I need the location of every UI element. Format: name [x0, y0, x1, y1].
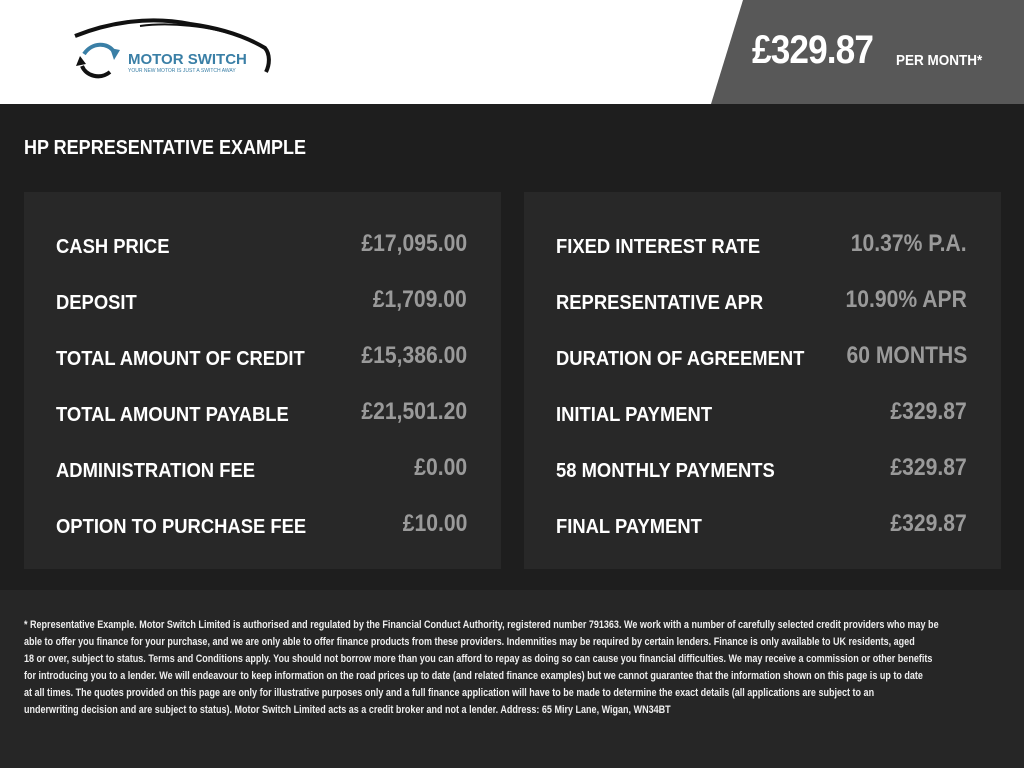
disclaimer: * Representative Example. Motor Switch L…: [24, 617, 1024, 719]
row-value: £329.87: [890, 398, 967, 425]
row-value: £17,095.00: [361, 230, 467, 257]
footer: [0, 590, 1024, 768]
row-label: DURATION OF AGREEMENT: [556, 348, 805, 370]
row-value: £1,709.00: [373, 286, 467, 313]
row-label: OPTION TO PURCHASE FEE: [56, 516, 307, 538]
finance-row: FINAL PAYMENT £329.87: [556, 510, 967, 540]
row-value: 10.37% P.A.: [851, 230, 967, 257]
right-finance-panel: FIXED INTEREST RATE 10.37% P.A. REPRESENT…: [524, 192, 1001, 569]
row-value: £329.87: [890, 510, 967, 537]
disclaimer-line: able to offer you finance for your purch…: [24, 636, 915, 648]
row-value: £21,501.20: [361, 398, 467, 425]
row-value: 60 MONTHS: [846, 342, 967, 369]
logo-tagline: YOUR NEW MOTOR IS JUST A SWITCH AWAY: [128, 68, 236, 74]
disclaimer-line: underwriting decision and are subject to…: [24, 704, 671, 716]
disclaimer-line: * Representative Example. Motor Switch L…: [24, 619, 939, 631]
finance-row: CASH PRICE £17,095.00: [56, 230, 467, 260]
row-label: INITIAL PAYMENT: [556, 404, 713, 426]
left-finance-panel: CASH PRICE £17,095.00 DEPOSIT £1,709.00 TO…: [24, 192, 501, 569]
disclaimer-line: 18 or over, subject to status. Terms and…: [24, 653, 933, 665]
finance-row: INITIAL PAYMENT £329.87: [556, 398, 967, 428]
row-value: 10.90% APR: [845, 286, 967, 313]
row-label: ADMINISTRATION FEE: [56, 460, 255, 482]
motor-switch-logo[interactable]: MOTOR SWITCH YOUR NEW MOTOR IS JUST A SW…: [70, 14, 280, 86]
row-label: FIXED INTEREST RATE: [556, 236, 761, 258]
disclaimer-line: at all times. The quotes provided on thi…: [24, 687, 875, 699]
row-label: FINAL PAYMENT: [556, 516, 702, 538]
row-label: TOTAL AMOUNT OF CREDIT: [56, 348, 305, 370]
disclaimer-line: for introducing you to a lender. We will…: [24, 670, 923, 682]
finance-row: TOTAL AMOUNT OF CREDIT £15,386.00: [56, 342, 467, 372]
row-value: £10.00: [402, 510, 467, 537]
price-banner: [711, 0, 1024, 104]
logo-text: MOTOR SWITCH: [128, 51, 247, 68]
row-label: 58 MONTHLY PAYMENTS: [556, 460, 775, 482]
finance-row: TOTAL AMOUNT PAYABLE £21,501.20: [56, 398, 467, 428]
monthly-price: £329.87: [752, 28, 874, 72]
row-label: DEPOSIT: [56, 292, 137, 314]
finance-row: DURATION OF AGREEMENT 60 MONTHS: [556, 342, 967, 372]
row-value: £0.00: [414, 454, 467, 481]
row-value: £15,386.00: [361, 342, 467, 369]
row-label: CASH PRICE: [56, 236, 170, 258]
finance-row: REPRESENTATIVE APR 10.90% APR: [556, 286, 967, 316]
row-label: TOTAL AMOUNT PAYABLE: [56, 404, 289, 426]
finance-row: 58 MONTHLY PAYMENTS £329.87: [556, 454, 967, 484]
per-month-label: PER MONTH*: [896, 52, 983, 69]
row-value: £329.87: [890, 454, 967, 481]
finance-row: FIXED INTEREST RATE 10.37% P.A.: [556, 230, 967, 260]
section-title: HP REPRESENTATIVE EXAMPLE: [24, 137, 307, 159]
finance-row: OPTION TO PURCHASE FEE £10.00: [56, 510, 467, 540]
finance-row: ADMINISTRATION FEE £0.00: [56, 454, 467, 484]
finance-row: DEPOSIT £1,709.00: [56, 286, 467, 316]
row-label: REPRESENTATIVE APR: [556, 292, 764, 314]
